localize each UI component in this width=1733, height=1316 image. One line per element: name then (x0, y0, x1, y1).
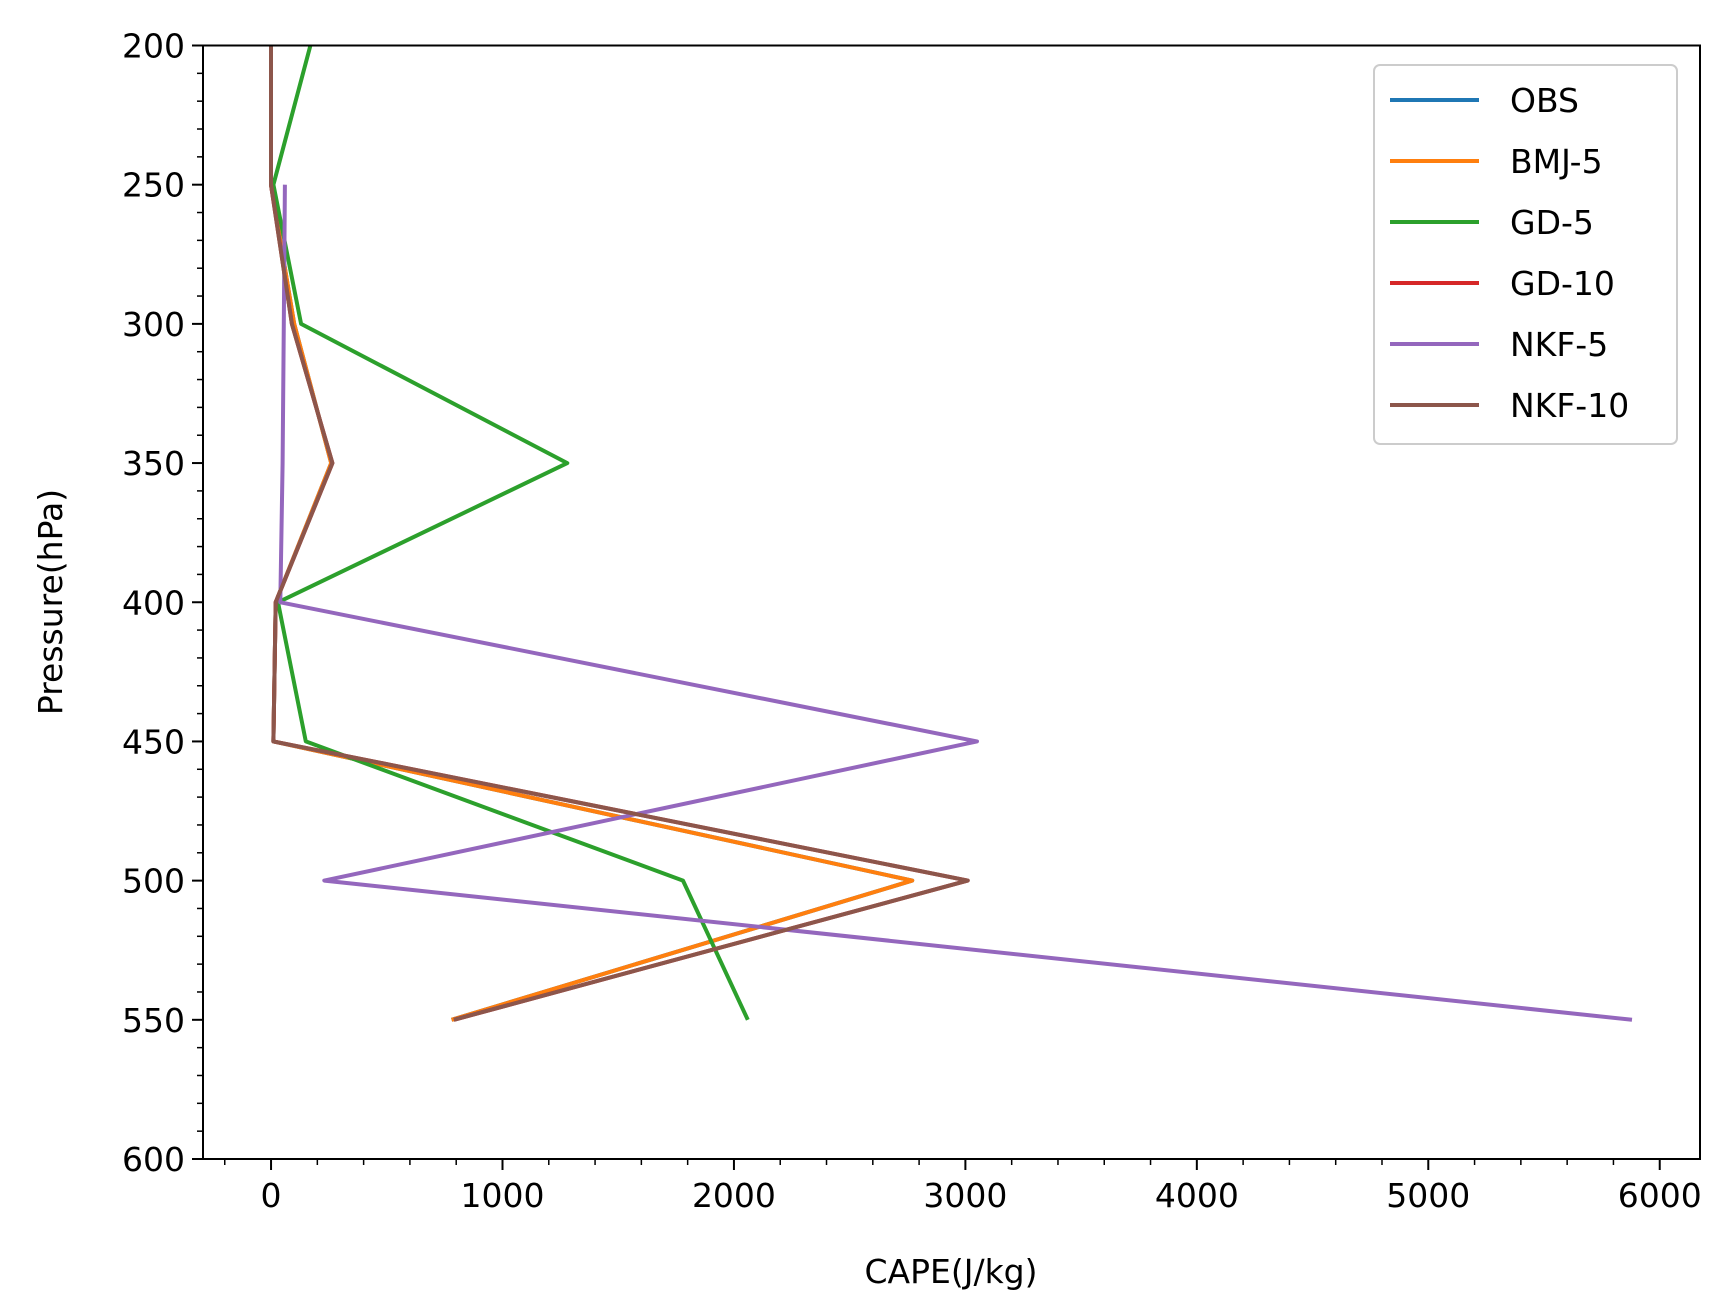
y-tick-label: 200 (122, 27, 185, 66)
x-tick-label: 2000 (692, 1176, 776, 1215)
y-tick-label: 400 (122, 583, 185, 622)
y-tick-label: 600 (122, 1140, 185, 1179)
legend: OBS BMJ-5 GD-5 GD-10 NKF-5 NKF-10 (1373, 64, 1678, 445)
x-tick-label: 5000 (1386, 1176, 1470, 1215)
y-tick-label: 300 (122, 305, 185, 344)
legend-item-obs: OBS (1390, 81, 1579, 120)
series-line-gd-5 (271, 44, 750, 1021)
y-tick-label: 350 (122, 444, 185, 483)
y-tick-label: 450 (122, 722, 185, 761)
x-tick-label: 4000 (1155, 1176, 1239, 1215)
series-line-nkf-10 (269, 45, 970, 1022)
legend-label: GD-5 (1510, 203, 1594, 242)
x-tick-label: 6000 (1618, 1176, 1702, 1215)
series-line-bmj-5 (269, 45, 915, 1022)
x-tick-label: 1000 (461, 1176, 545, 1215)
y-tick-label: 550 (122, 1001, 185, 1040)
legend-label: BMJ-5 (1510, 142, 1603, 181)
legend-item-nkf-10: NKF-10 (1390, 386, 1629, 425)
y-tick-label: 250 (122, 166, 185, 205)
x-tick-label: 3000 (923, 1176, 1007, 1215)
x-tick-label: 0 (261, 1176, 282, 1215)
legend-item-bmj-5: BMJ-5 (1390, 142, 1603, 181)
y-axis-label: Pressure(hPa) (31, 489, 70, 715)
legend-item-gd-5: GD-5 (1390, 203, 1594, 242)
series-line-obs (269, 45, 915, 1022)
legend-label: GD-10 (1510, 264, 1615, 303)
y-tick-label: 500 (122, 862, 185, 901)
series-line-gd-10 (269, 45, 970, 1022)
legend-label: NKF-10 (1510, 386, 1629, 425)
series-line-nkf-5 (278, 184, 1633, 1022)
series-layer (269, 44, 1633, 1022)
legend-label: NKF-5 (1510, 325, 1608, 364)
x-axis-label: CAPE(J/kg) (864, 1252, 1037, 1291)
ticks-layer: 0 1000 2000 3000 4000 5000 6000 200 250 300 350 400… (122, 27, 1702, 1216)
legend-item-nkf-5: NKF-5 (1390, 325, 1608, 364)
legend-label: OBS (1510, 81, 1579, 120)
legend-item-gd-10: GD-10 (1390, 264, 1615, 303)
